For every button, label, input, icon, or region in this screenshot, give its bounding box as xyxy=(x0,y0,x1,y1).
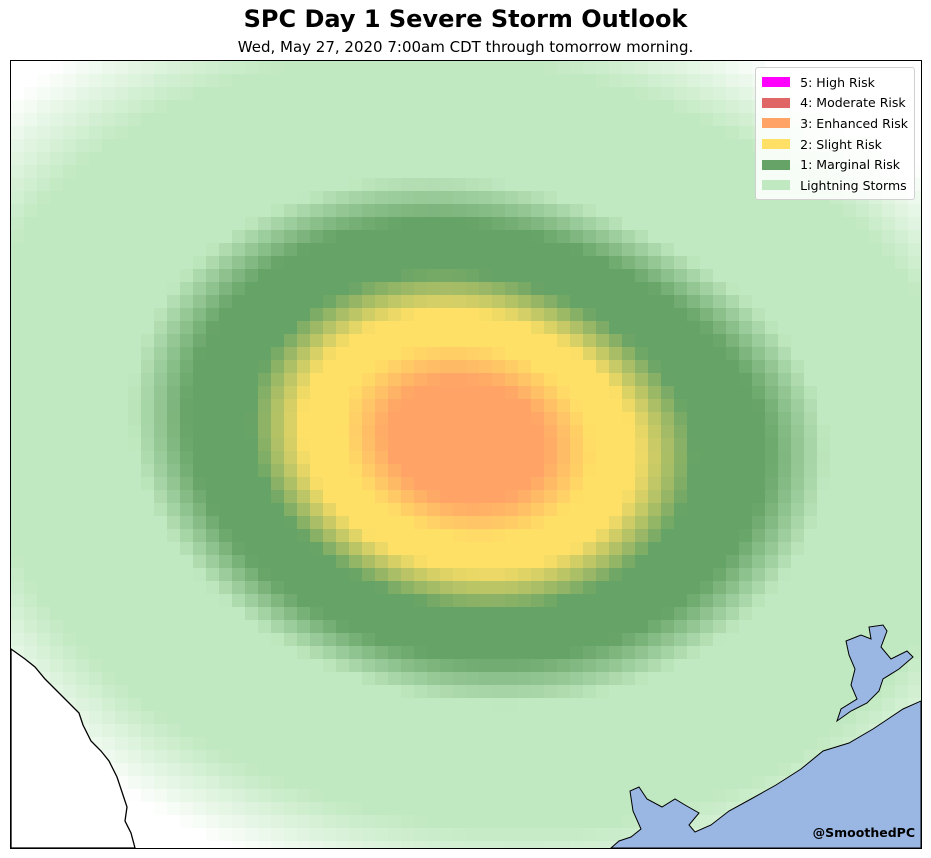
legend-swatch xyxy=(762,77,791,88)
legend-swatch xyxy=(762,118,791,129)
legend-item: 4: Moderate Risk xyxy=(762,93,908,114)
legend-label: 5: High Risk xyxy=(800,74,875,90)
legend-swatch xyxy=(762,159,791,170)
rio-grande-border xyxy=(11,648,136,848)
map-subtitle: Wed, May 27, 2020 7:00am CDT through tom… xyxy=(237,38,694,56)
legend-label: 2: Slight Risk xyxy=(800,136,882,152)
legend-item: 3: Enhanced Risk xyxy=(762,113,908,134)
galveston-bay xyxy=(836,624,914,723)
legend-item: 2: Slight Risk xyxy=(762,134,908,155)
legend-item: 1: Marginal Risk xyxy=(762,154,908,175)
gulf-of-mexico xyxy=(610,700,921,848)
map-title: SPC Day 1 Severe Storm Outlook xyxy=(243,5,688,33)
legend-label: 3: Enhanced Risk xyxy=(800,115,908,131)
legend-label: 1: Marginal Risk xyxy=(800,157,901,173)
legend-item: 5: High Risk xyxy=(762,72,908,93)
legend-swatch xyxy=(762,180,791,191)
legend-item: Lightning Storms xyxy=(762,175,908,196)
legend: 5: High Risk 4: Moderate Risk 3: Enhanced … xyxy=(755,67,915,200)
risk-map: 5: High Risk 4: Moderate Risk 3: Enhanced … xyxy=(10,60,922,849)
geography-layer xyxy=(11,624,921,848)
credit-label: @SmoothedPC xyxy=(812,825,915,840)
legend-label: Lightning Storms xyxy=(800,177,907,193)
legend-swatch xyxy=(762,97,791,108)
legend-label: 4: Moderate Risk xyxy=(800,95,906,111)
legend-swatch xyxy=(762,139,791,150)
